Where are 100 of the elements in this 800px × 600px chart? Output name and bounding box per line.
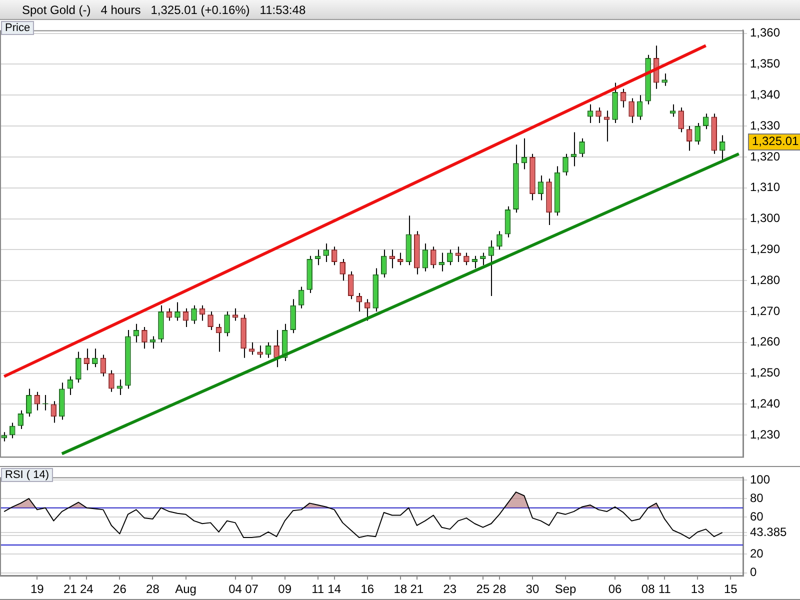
candlestick [323, 243, 329, 263]
candlestick [480, 252, 486, 266]
y-tick-label: 60 [750, 509, 764, 524]
y-tick-label: 20 [750, 546, 764, 561]
candlestick [538, 174, 544, 201]
y-tick-label: 1,360 [750, 26, 780, 40]
candlestick [488, 240, 494, 297]
candlestick [389, 249, 396, 269]
x-tick-label: 30 [526, 582, 540, 596]
x-tick-label: 21 [63, 582, 78, 596]
y-tick-label: 1,230 [750, 427, 780, 442]
y-tick-label: 1,300 [750, 211, 780, 226]
candlestick [142, 326, 148, 350]
candlestick [662, 72, 668, 86]
x-tick-label: 25 [476, 582, 490, 596]
y-tick-label: 1,270 [750, 304, 780, 318]
x-tick-label: 04 [228, 582, 242, 596]
candlestick [257, 345, 263, 358]
y-tick-label: 1,260 [750, 334, 780, 349]
candlestick [340, 258, 346, 282]
y-tick-label: 1,350 [750, 56, 780, 71]
y-tick-label: 1,330 [750, 118, 780, 132]
x-tick-label: 11 [312, 582, 324, 596]
x-tick-label: 15 [724, 582, 738, 596]
x-tick-label: 19 [30, 582, 44, 596]
candlestick [290, 298, 296, 334]
y-tick-label: 100 [750, 472, 770, 486]
candlestick [191, 304, 197, 324]
candlestick [398, 252, 404, 266]
candlestick [274, 330, 280, 368]
y-tick-label: 1,310 [750, 180, 780, 194]
x-tick-label: 23 [443, 582, 457, 596]
x-tick-label: 28 [492, 582, 506, 596]
x-tick-label: 08 [641, 582, 656, 596]
candlestick [719, 134, 726, 161]
text: 1,325.01 [752, 134, 800, 148]
candlestick [678, 106, 684, 133]
candlestick [9, 422, 16, 439]
candlestick [464, 252, 470, 266]
x-tick-label: 09 [278, 582, 292, 596]
candlestick [50, 400, 57, 424]
candlestick [76, 351, 82, 384]
candlestick [422, 243, 428, 272]
candlestick [116, 379, 123, 396]
candlestick [628, 98, 634, 124]
candlestick [298, 286, 304, 309]
candlestick [579, 138, 585, 158]
x-tick-label: 11 [658, 582, 672, 596]
y-tick-label: 80 [750, 490, 764, 505]
candlestick [18, 410, 24, 430]
candlestick [224, 311, 230, 337]
y-axis-title: RSI ( 14) [1, 468, 54, 482]
x-tick-label: Aug [175, 582, 196, 596]
candlestick [100, 354, 106, 377]
candlestick [26, 388, 32, 418]
chart-title: Spot Gold (-) 4 hours 1,325.01 (+0.16%) 11:53:48 [0, 0, 800, 20]
y-tick-label: 1,250 [750, 366, 780, 380]
candlestick [496, 230, 502, 250]
y-tick-label: 43.385 [750, 524, 788, 539]
candlestick [447, 249, 453, 266]
candlestick [1, 432, 8, 442]
x-tick-label: 18 [394, 582, 408, 596]
y-tick-label: 1,340 [750, 87, 780, 102]
candlestick [108, 370, 114, 392]
candlestick [174, 302, 180, 322]
candlestick [356, 292, 362, 312]
y-tick-label: 1,320 [750, 149, 780, 164]
candlestick [636, 94, 643, 120]
candlestick [504, 206, 511, 238]
candlestick [208, 311, 214, 331]
candlestick [364, 298, 370, 322]
x-tick-label: 26 [113, 582, 127, 596]
y-tick-label: 0 [750, 565, 757, 580]
x-tick-label: Sep [554, 582, 577, 596]
candlestick [587, 104, 594, 124]
x-tick-label: 16 [360, 582, 374, 596]
candlestick [331, 246, 338, 266]
x-tick-label: 28 [146, 582, 160, 596]
x-tick-label: 21 [410, 582, 424, 596]
candlestick [67, 376, 74, 396]
candlestick [348, 270, 354, 300]
x-tick-label: 14 [328, 582, 342, 596]
x-tick-label: 13 [690, 582, 705, 596]
x-tick-label: 24 [80, 582, 94, 596]
y-tick-label: 1,290 [750, 242, 780, 256]
candlestick [686, 126, 692, 152]
y-tick-label: 1,240 [750, 396, 780, 411]
x-tick-label: 07 [245, 582, 259, 596]
candlestick [265, 342, 272, 358]
candlestick [694, 122, 700, 146]
x-tick-label: 06 [608, 582, 622, 596]
candlestick [380, 249, 387, 278]
y-axis-title: Price [1, 21, 34, 35]
candlestick [92, 348, 98, 368]
candlestick [430, 246, 436, 269]
y-tick-label: 1,280 [750, 272, 780, 287]
candlestick [596, 106, 602, 124]
candlestick [620, 88, 626, 108]
candlestick [182, 308, 189, 328]
candlestick [562, 153, 568, 176]
